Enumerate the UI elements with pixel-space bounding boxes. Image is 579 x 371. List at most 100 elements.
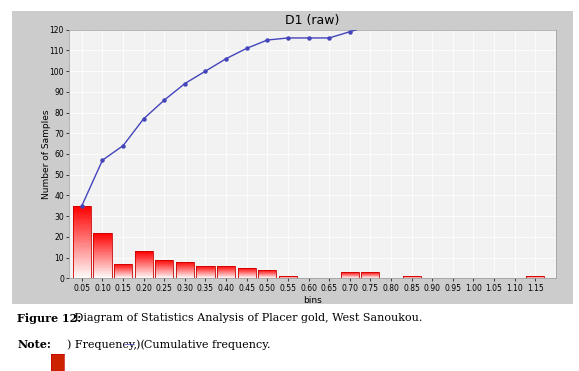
Bar xyxy=(134,273,153,274)
Bar xyxy=(73,209,91,211)
Bar xyxy=(73,255,91,256)
Bar xyxy=(402,276,421,278)
Text: Note:: Note: xyxy=(17,339,52,351)
Bar xyxy=(134,257,153,258)
Bar xyxy=(73,226,91,227)
Bar xyxy=(73,243,91,244)
Bar xyxy=(93,269,112,270)
Bar xyxy=(279,276,297,278)
Bar xyxy=(73,223,91,224)
Bar xyxy=(73,221,91,223)
Text: Diagram of Statistics Analysis of Placer gold, West Sanoukou.: Diagram of Statistics Analysis of Placer… xyxy=(71,313,422,324)
Bar xyxy=(93,247,112,248)
Bar xyxy=(73,246,91,247)
Bar xyxy=(73,244,91,246)
Bar xyxy=(73,218,91,219)
Bar xyxy=(340,272,359,278)
Bar xyxy=(73,267,91,269)
Bar xyxy=(73,242,91,243)
Bar xyxy=(73,229,91,230)
Bar xyxy=(93,259,112,260)
Text: ) Frequency, (: ) Frequency, ( xyxy=(67,339,144,350)
Bar xyxy=(73,258,91,259)
Bar xyxy=(73,271,91,272)
Bar xyxy=(237,268,256,278)
Bar xyxy=(93,243,112,244)
Bar xyxy=(73,253,91,254)
Bar xyxy=(93,240,112,241)
Bar xyxy=(73,225,91,226)
Bar xyxy=(134,270,153,271)
Bar xyxy=(73,269,91,270)
Bar xyxy=(73,256,91,258)
Bar xyxy=(93,236,112,237)
Bar xyxy=(93,246,112,247)
Bar xyxy=(134,251,153,252)
Bar xyxy=(93,252,112,253)
Bar xyxy=(73,233,91,235)
Text: Figure 12:: Figure 12: xyxy=(17,313,82,325)
Bar xyxy=(93,274,112,275)
Bar xyxy=(73,211,91,212)
Bar xyxy=(134,268,153,269)
Bar xyxy=(73,241,91,242)
Bar xyxy=(73,254,91,255)
Bar xyxy=(134,276,153,277)
Bar xyxy=(93,234,112,235)
X-axis label: bins: bins xyxy=(303,296,322,305)
Bar xyxy=(73,219,91,220)
Bar xyxy=(134,267,153,268)
Bar xyxy=(73,252,91,253)
Bar xyxy=(93,275,112,276)
Bar xyxy=(93,250,112,251)
Bar xyxy=(73,239,91,240)
Title: D1 (raw): D1 (raw) xyxy=(285,14,340,27)
Bar xyxy=(93,260,112,261)
Bar xyxy=(73,220,91,221)
Bar xyxy=(526,276,544,278)
Bar xyxy=(73,272,91,273)
Bar xyxy=(134,263,153,264)
Bar xyxy=(258,270,276,278)
Bar xyxy=(93,237,112,238)
Bar xyxy=(93,272,112,273)
Bar xyxy=(73,232,91,233)
Bar xyxy=(73,207,91,208)
Text: —: — xyxy=(123,339,134,349)
Bar xyxy=(217,266,235,278)
Bar xyxy=(134,277,153,278)
Bar xyxy=(134,269,153,270)
Bar xyxy=(134,272,153,273)
Bar xyxy=(134,253,153,254)
Bar xyxy=(73,237,91,239)
Bar xyxy=(134,260,153,261)
Bar xyxy=(73,216,91,217)
Bar xyxy=(93,277,112,278)
Bar xyxy=(93,266,112,267)
Bar xyxy=(73,235,91,236)
Bar xyxy=(93,276,112,277)
Bar xyxy=(73,224,91,225)
Bar xyxy=(134,266,153,267)
Bar xyxy=(134,252,153,253)
Bar xyxy=(134,251,153,278)
Text: ) Cumulative frequency.: ) Cumulative frequency. xyxy=(136,339,270,350)
Bar xyxy=(134,275,153,276)
Bar xyxy=(73,259,91,260)
Bar xyxy=(93,255,112,256)
Bar xyxy=(114,264,132,278)
Bar xyxy=(155,260,173,278)
Bar xyxy=(93,263,112,264)
Bar xyxy=(93,273,112,274)
Bar xyxy=(134,274,153,275)
Bar xyxy=(73,212,91,213)
Bar xyxy=(73,261,91,263)
Bar xyxy=(73,260,91,261)
Bar xyxy=(73,275,91,276)
Bar xyxy=(73,277,91,278)
Bar xyxy=(93,241,112,242)
Bar xyxy=(73,213,91,214)
Y-axis label: Number of Samples: Number of Samples xyxy=(42,109,51,199)
Bar xyxy=(73,214,91,216)
Bar xyxy=(93,233,112,278)
